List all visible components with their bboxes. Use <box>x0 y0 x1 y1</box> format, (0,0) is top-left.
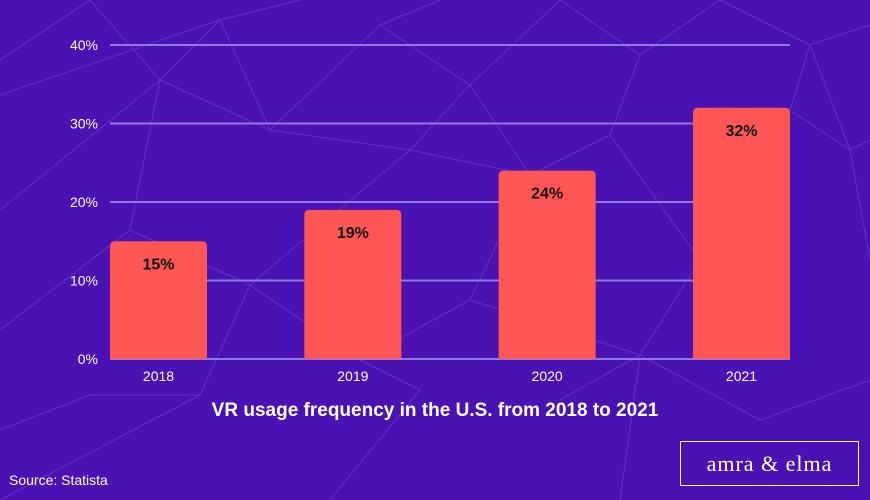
bar-2019 <box>304 209 402 359</box>
x-tick-label: 2020 <box>532 368 563 384</box>
x-axis-ticks: 2018 2019 2020 2021 <box>143 368 757 384</box>
y-tick-label: 40% <box>70 37 98 53</box>
chart-title: VR usage frequency in the U.S. from 2018… <box>211 400 659 421</box>
x-tick-label: 2021 <box>726 368 757 384</box>
x-tick-label: 2018 <box>143 368 174 384</box>
data-label: 19% <box>337 225 369 242</box>
brand-logo: amra & elma <box>680 441 859 486</box>
y-tick-label: 0% <box>78 351 98 367</box>
y-tick-label: 10% <box>70 273 98 289</box>
source-note: Source: Statista <box>9 472 108 488</box>
data-label: 15% <box>142 256 174 273</box>
data-label: 32% <box>725 123 757 140</box>
bar-2021 <box>693 107 790 359</box>
y-tick-label: 20% <box>70 194 98 210</box>
bar-2018 <box>110 241 207 359</box>
bar-2020 <box>498 170 596 359</box>
y-axis-ticks: 0% 10% 20% 30% 40% <box>70 37 98 367</box>
grid-lines <box>110 44 790 360</box>
y-tick-label: 30% <box>70 116 98 132</box>
data-label: 24% <box>531 186 563 203</box>
bars: 15% 19% 24% 32% <box>110 107 790 359</box>
x-tick-label: 2019 <box>337 368 368 384</box>
